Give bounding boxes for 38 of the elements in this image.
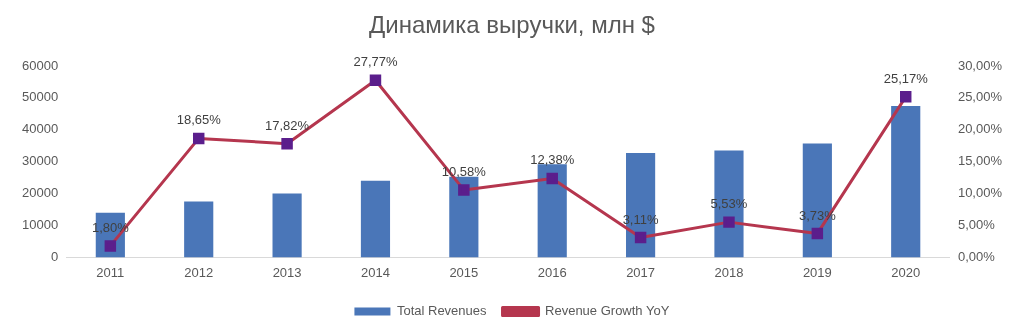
y2-tick-label: 0,00% xyxy=(957,248,996,264)
y-tick-label: 0 xyxy=(50,248,59,264)
data-label: 25,17% xyxy=(883,70,929,86)
y-tick-label: 50000 xyxy=(21,89,59,105)
x-tick-label: 2019 xyxy=(802,264,832,280)
data-label: 12,38% xyxy=(530,152,575,168)
bar xyxy=(537,164,567,258)
bar xyxy=(360,180,391,258)
data-label: 18,65% xyxy=(176,112,222,128)
x-tick-label: 2014 xyxy=(361,264,390,280)
x-tick-label: 2012 xyxy=(184,264,214,280)
data-label: 17,82% xyxy=(265,117,310,133)
y2-tick-label: 25,00% xyxy=(957,89,1003,105)
bar xyxy=(184,201,214,258)
bar xyxy=(449,176,479,258)
y2-tick-label: 5,00% xyxy=(957,217,996,233)
y2-tick-label: 20,00% xyxy=(957,121,1003,137)
y2-tick-label: 30,00% xyxy=(957,57,1003,73)
x-tick-label: 2020 xyxy=(891,264,921,280)
legend-label: Total Revenues xyxy=(396,303,488,319)
legend-label: Revenue Growth YoY xyxy=(545,303,670,319)
y-tick-label: 40000 xyxy=(21,121,59,137)
x-tick-label: 2018 xyxy=(714,264,744,280)
y-tick-label: 10000 xyxy=(21,217,59,233)
y2-tick-label: 10,00% xyxy=(957,185,1003,201)
data-label: 27,77% xyxy=(353,54,398,70)
bar xyxy=(272,193,302,258)
y2-tick-label: 15,00% xyxy=(957,153,1003,169)
x-tick-label: 2013 xyxy=(272,264,302,280)
y-tick-label: 30000 xyxy=(21,153,59,169)
y-tick-label: 60000 xyxy=(21,57,59,73)
x-tick-label: 2015 xyxy=(449,264,479,280)
x-tick-label: 2016 xyxy=(537,264,567,280)
chart-title: Динамика выручки, млн $ xyxy=(368,10,656,40)
x-tick-label: 2017 xyxy=(626,264,656,280)
x-tick-label: 2011 xyxy=(96,264,125,280)
y-tick-label: 20000 xyxy=(21,185,59,201)
bar xyxy=(891,105,921,258)
